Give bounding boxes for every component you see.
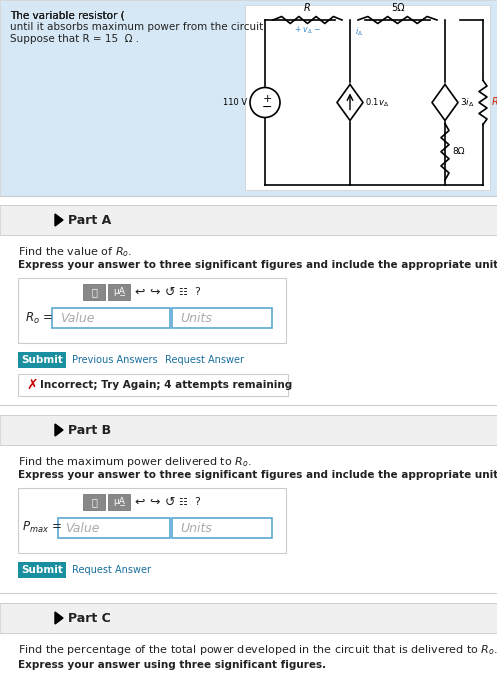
- Text: 110 V: 110 V: [223, 98, 247, 107]
- Text: Find the value of $R_o$.: Find the value of $R_o$.: [18, 245, 132, 259]
- Bar: [0, 0, 497, 196]
- Bar: [52, 308, 170, 328]
- Text: Request Answer: Request Answer: [165, 355, 244, 365]
- Text: ?: ?: [194, 287, 200, 297]
- Text: Suppose that R = 15  Ω .: Suppose that R = 15 Ω .: [10, 34, 139, 44]
- Text: ↪: ↪: [150, 286, 160, 298]
- Bar: [0, 603, 497, 633]
- Bar: [83, 284, 105, 300]
- Text: 8Ω: 8Ω: [452, 147, 465, 156]
- Text: Express your answer using three significant figures.: Express your answer using three signific…: [18, 660, 326, 670]
- Text: Submit: Submit: [21, 355, 63, 365]
- Text: +: +: [262, 94, 272, 104]
- Bar: [245, 5, 490, 190]
- Bar: [0, 205, 497, 235]
- Text: The variable resistor (: The variable resistor (: [10, 10, 125, 20]
- Text: ⧧: ⧧: [91, 287, 97, 297]
- Text: R: R: [304, 3, 311, 13]
- Polygon shape: [55, 612, 63, 624]
- Bar: [108, 494, 130, 510]
- Text: μA̲: μA̲: [113, 498, 125, 507]
- Text: Value: Value: [65, 522, 99, 535]
- Bar: [18, 352, 66, 368]
- Bar: [0, 415, 497, 445]
- Text: Previous Answers: Previous Answers: [72, 355, 158, 365]
- Text: ↪: ↪: [150, 496, 160, 508]
- Text: ?: ?: [194, 497, 200, 507]
- Text: $R_o$: $R_o$: [491, 96, 497, 109]
- Text: $3i_\Delta$: $3i_\Delta$: [460, 96, 475, 108]
- Text: ↺: ↺: [165, 496, 175, 508]
- Text: ☷: ☷: [178, 497, 187, 507]
- Bar: [172, 518, 272, 538]
- Text: $0.1v_\Delta$: $0.1v_\Delta$: [365, 96, 389, 108]
- Text: $P_{max}$ =: $P_{max}$ =: [22, 519, 62, 535]
- Text: Part C: Part C: [68, 612, 111, 624]
- Text: The variable resistor (: The variable resistor (: [10, 10, 125, 20]
- Bar: [18, 562, 66, 578]
- Text: Value: Value: [60, 312, 94, 325]
- Bar: [58, 518, 170, 538]
- Bar: [172, 308, 272, 328]
- Text: Request Answer: Request Answer: [72, 565, 151, 575]
- Bar: [18, 374, 288, 396]
- Text: $i_\Delta$: $i_\Delta$: [355, 26, 363, 38]
- Bar: [108, 284, 130, 300]
- Text: ↺: ↺: [165, 286, 175, 298]
- Text: ☷: ☷: [178, 287, 187, 297]
- Text: 5Ω: 5Ω: [391, 3, 405, 13]
- Polygon shape: [55, 214, 63, 226]
- Text: ↩: ↩: [135, 286, 145, 298]
- Text: Express your answer to three significant figures and include the appropriate uni: Express your answer to three significant…: [18, 260, 497, 270]
- Bar: [83, 494, 105, 510]
- Text: −: −: [262, 101, 272, 114]
- Text: ✗: ✗: [26, 378, 38, 392]
- Text: μA̲: μA̲: [113, 288, 125, 297]
- Text: ⧧: ⧧: [91, 497, 97, 507]
- Polygon shape: [55, 424, 63, 436]
- Text: + $v_\Delta$ −: + $v_\Delta$ −: [294, 25, 321, 36]
- Text: Submit: Submit: [21, 565, 63, 575]
- Bar: [18, 278, 286, 343]
- Text: Part A: Part A: [68, 214, 111, 227]
- Text: Units: Units: [180, 522, 212, 535]
- Text: Find the percentage of the total power developed in the circuit that is delivere: Find the percentage of the total power d…: [18, 643, 497, 657]
- Text: The variable resistor (: The variable resistor (: [10, 10, 125, 20]
- Text: Find the maximum power delivered to $R_o$.: Find the maximum power delivered to $R_o…: [18, 455, 252, 469]
- Text: Part B: Part B: [68, 424, 111, 437]
- Text: Units: Units: [180, 312, 212, 325]
- Text: ↩: ↩: [135, 496, 145, 508]
- Text: Incorrect; Try Again; 4 attempts remaining: Incorrect; Try Again; 4 attempts remaini…: [40, 380, 292, 390]
- Text: until it absorbs maximum power from the circuit.: until it absorbs maximum power from the …: [10, 22, 266, 32]
- Text: $R_o$ =: $R_o$ =: [25, 311, 53, 326]
- Bar: [18, 488, 286, 553]
- Text: Express your answer to three significant figures and include the appropriate uni: Express your answer to three significant…: [18, 470, 497, 480]
